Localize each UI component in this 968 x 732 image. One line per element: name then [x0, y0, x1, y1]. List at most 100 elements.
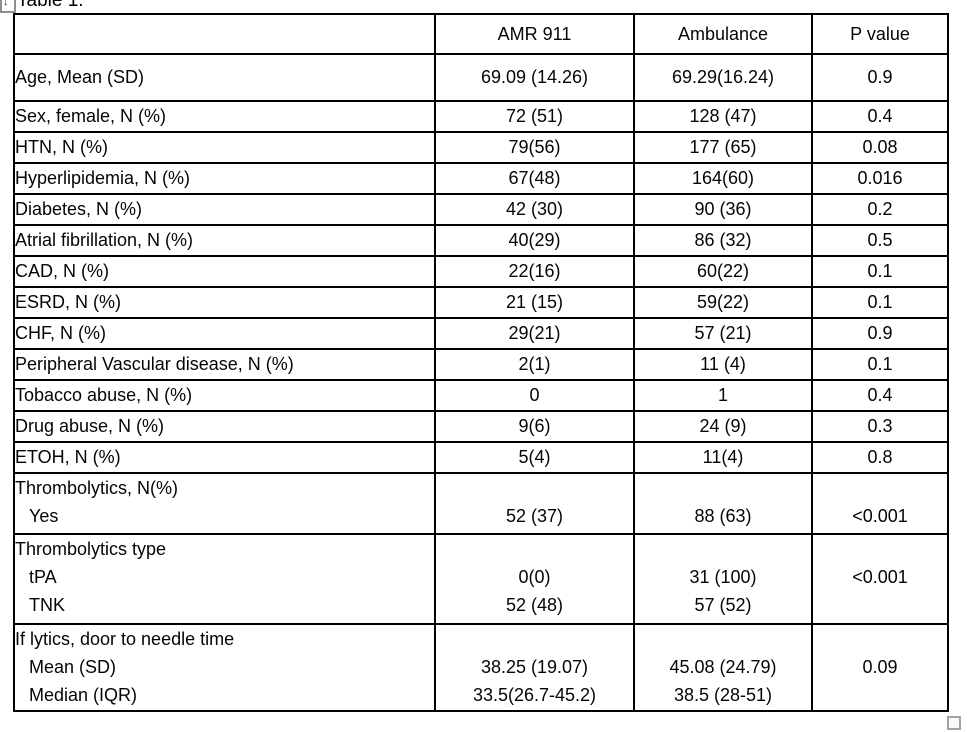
value-line: 31 (100) — [689, 567, 757, 587]
value-cell: 90 (36) — [633, 193, 813, 226]
value-line: 33.5(26.7-45.2) — [472, 685, 597, 705]
value-cell: 67(48) — [434, 162, 635, 195]
value-cell: 2(1) — [434, 348, 635, 381]
table-row: Diabetes, N (%) 42 (30) 90 (36) 0.2 — [13, 193, 949, 226]
table-row: Peripheral Vascular disease, N (%) 2(1) 11… — [13, 348, 949, 381]
value-cell: 0(0) 52 (48) — [434, 533, 635, 625]
value-line: 0(0) — [518, 567, 551, 587]
value-line — [814, 626, 946, 653]
row-label-cell: Diabetes, N (%) — [13, 193, 436, 226]
row-label-line: Thrombolytics, N(%) — [15, 478, 179, 498]
value-cell: 0.4 — [811, 100, 949, 133]
table-row: CHF, N (%) 29(21) 57 (21) 0.9 — [13, 317, 949, 350]
row-label-cell: Sex, female, N (%) — [13, 100, 436, 133]
row-label-cell: CAD, N (%) — [13, 255, 436, 288]
value-cell: 31 (100) 57 (52) — [633, 533, 813, 625]
row-label-line: TNK — [29, 595, 65, 615]
value-cell: 0.4 — [811, 379, 949, 412]
value-cell: 59(22) — [633, 286, 813, 319]
row-label-cell: ESRD, N (%) — [13, 286, 436, 319]
value-line: 52 (37) — [505, 506, 564, 526]
table-resize-handle[interactable] — [947, 716, 961, 730]
table-row: CAD, N (%) 22(16) 60(22) 0.1 — [13, 255, 949, 288]
value-line: 38.25 (19.07) — [480, 657, 589, 677]
value-cell: 88 (63) — [633, 472, 813, 535]
value-cell: 0.1 — [811, 286, 949, 319]
column-header: Ambulance — [633, 13, 813, 55]
value-cell: 86 (32) — [633, 224, 813, 257]
value-line: <0.001 — [852, 506, 908, 526]
value-cell: 0.1 — [811, 255, 949, 288]
value-line — [437, 536, 632, 563]
value-cell: 69.29(16.24) — [633, 53, 813, 102]
value-cell: 57 (21) — [633, 317, 813, 350]
value-line — [437, 626, 632, 653]
row-label-line: If lytics, door to needle time — [15, 629, 235, 649]
value-cell: 0.9 — [811, 317, 949, 350]
row-label-line: tPA — [29, 567, 57, 587]
value-cell: 60(22) — [633, 255, 813, 288]
value-cell: 0.8 — [811, 441, 949, 474]
value-cell: 24 (9) — [633, 410, 813, 443]
row-label-cell: Atrial fibrillation, N (%) — [13, 224, 436, 257]
row-label-cell: Drug abuse, N (%) — [13, 410, 436, 443]
value-cell: 164(60) — [633, 162, 813, 195]
table-row: Thrombolytics, N(%) Yes 52 (37) 88 (63) <… — [13, 472, 949, 535]
value-line — [636, 626, 810, 653]
value-line — [437, 475, 632, 502]
row-label-cell: Peripheral Vascular disease, N (%) — [13, 348, 436, 381]
table-row: Drug abuse, N (%) 9(6) 24 (9) 0.3 — [13, 410, 949, 443]
object-anchor-icon[interactable]: ↓ — [0, 0, 16, 13]
value-line: 45.08 (24.79) — [669, 657, 777, 677]
table-row: Thrombolytics type tPA TNK 0(0) 52 (48) 31 … — [13, 533, 949, 625]
value-cell: <0.001 — [811, 472, 949, 535]
value-cell: 177 (65) — [633, 131, 813, 164]
column-header: AMR 911 — [434, 13, 635, 55]
row-label-cell: Hyperlipidemia, N (%) — [13, 162, 436, 195]
value-line: 52 (48) — [505, 595, 564, 615]
table-row: Tobacco abuse, N (%) 0 1 0.4 — [13, 379, 949, 412]
value-cell: 0.9 — [811, 53, 949, 102]
value-cell: <0.001 — [811, 533, 949, 625]
value-cell: 42 (30) — [434, 193, 635, 226]
value-cell: 128 (47) — [633, 100, 813, 133]
table-row: Hyperlipidemia, N (%) 67(48) 164(60) 0.016 — [13, 162, 949, 195]
row-label-cell: Tobacco abuse, N (%) — [13, 379, 436, 412]
value-cell: 72 (51) — [434, 100, 635, 133]
table-caption: Table 1. — [17, 0, 84, 11]
row-label-cell: CHF, N (%) — [13, 317, 436, 350]
value-cell: 0.016 — [811, 162, 949, 195]
value-cell: 40(29) — [434, 224, 635, 257]
value-cell: 38.25 (19.07) 33.5(26.7-45.2) — [434, 623, 635, 712]
value-cell: 0.2 — [811, 193, 949, 226]
row-label-line: Yes — [29, 506, 59, 526]
row-label-line: Median (IQR) — [29, 685, 138, 705]
value-cell: 0 — [434, 379, 635, 412]
value-line: 57 (52) — [694, 595, 752, 615]
value-cell: 0.5 — [811, 224, 949, 257]
table-row: If lytics, door to needle time Mean (SD) M… — [13, 623, 949, 712]
value-line: 88 (63) — [694, 506, 752, 526]
table-row: Atrial fibrillation, N (%) 40(29) 86 (32) 0… — [13, 224, 949, 257]
value-cell: 0.1 — [811, 348, 949, 381]
column-header: P value — [811, 13, 949, 55]
value-cell: 52 (37) — [434, 472, 635, 535]
value-cell: 0.3 — [811, 410, 949, 443]
anchor-arrow-glyph: ↓ — [3, 0, 9, 8]
row-label-cell: Age, Mean (SD) — [13, 53, 436, 102]
row-label-line: Mean (SD) — [29, 657, 117, 677]
row-label-cell: Thrombolytics type tPA TNK — [13, 533, 436, 625]
value-cell: 9(6) — [434, 410, 635, 443]
value-cell: 21 (15) — [434, 286, 635, 319]
value-cell: 5(4) — [434, 441, 635, 474]
value-cell: 45.08 (24.79) 38.5 (28-51) — [633, 623, 813, 712]
row-label-cell: ETOH, N (%) — [13, 441, 436, 474]
row-label-cell: HTN, N (%) — [13, 131, 436, 164]
value-cell: 11(4) — [633, 441, 813, 474]
value-cell: 1 — [633, 379, 813, 412]
row-label-cell: Thrombolytics, N(%) Yes — [13, 472, 436, 535]
table-row: ETOH, N (%) 5(4) 11(4) 0.8 — [13, 441, 949, 474]
value-line: 38.5 (28-51) — [673, 685, 773, 705]
value-cell: 11 (4) — [633, 348, 813, 381]
value-cell: 0.09 — [811, 623, 949, 712]
